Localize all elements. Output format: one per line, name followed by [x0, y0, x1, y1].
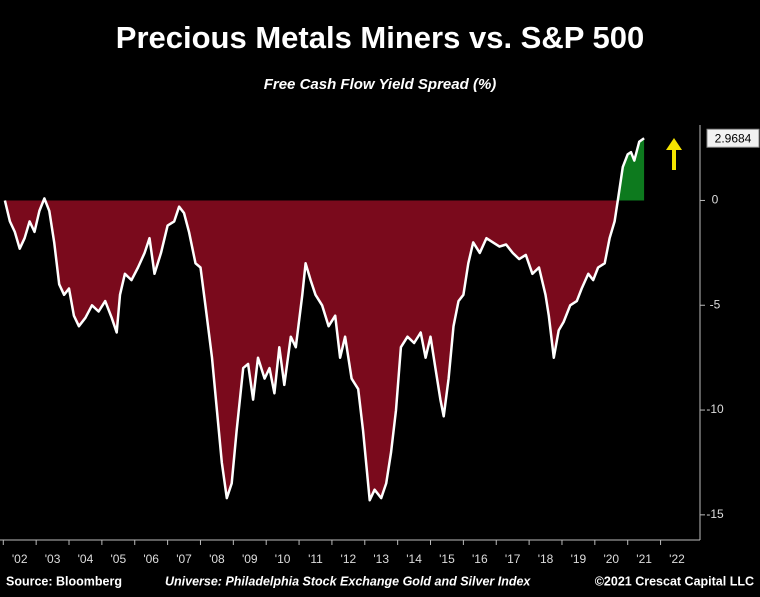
x-tick-label: '06: [143, 552, 159, 566]
x-tick-label: '15: [439, 552, 455, 566]
copyright: ©2021 Crescat Capital LLC: [595, 574, 754, 588]
x-tick-label: '05: [110, 552, 126, 566]
x-tick-label: '13: [373, 552, 389, 566]
y-tick-label: 0: [712, 193, 719, 207]
x-tick-label: '11: [308, 552, 323, 566]
up-arrow: [666, 138, 682, 170]
x-tick-label: '20: [603, 552, 619, 566]
last-value-box: [706, 128, 760, 148]
x-tick-label: '21: [636, 552, 652, 566]
x-tick-label: '02: [12, 552, 28, 566]
y-tick-label: -10: [706, 402, 724, 416]
x-tick-label: '12: [341, 552, 357, 566]
x-tick-label: '04: [78, 552, 94, 566]
x-tick-label: '16: [472, 552, 488, 566]
x-tick-label: '03: [45, 552, 61, 566]
chart-subtitle: Free Cash Flow Yield Spread (%): [264, 76, 497, 93]
x-tick-label: '19: [571, 552, 587, 566]
x-tick-label: '08: [209, 552, 225, 566]
note: Universe: Philadelphia Stock Exchange Go…: [165, 574, 531, 588]
line: [3, 137, 645, 502]
x-tick-label: '09: [242, 552, 258, 566]
x-tick-label: '18: [538, 552, 554, 566]
area-negative: [4, 200, 645, 501]
y-tick-label: -15: [706, 507, 724, 521]
x-tick-label: '22: [669, 552, 685, 566]
last-value-label: 2.9684: [715, 131, 752, 145]
x-tick-label: '17: [505, 552, 521, 566]
y-tick-label: -5: [710, 297, 721, 311]
x-tick-label: '14: [406, 552, 422, 566]
x-tick-label: '10: [275, 552, 291, 566]
x-tick-label: '07: [176, 552, 192, 566]
chart-title: Precious Metals Miners vs. S&P 500: [116, 20, 644, 55]
source: Source: Bloomberg: [6, 574, 122, 588]
